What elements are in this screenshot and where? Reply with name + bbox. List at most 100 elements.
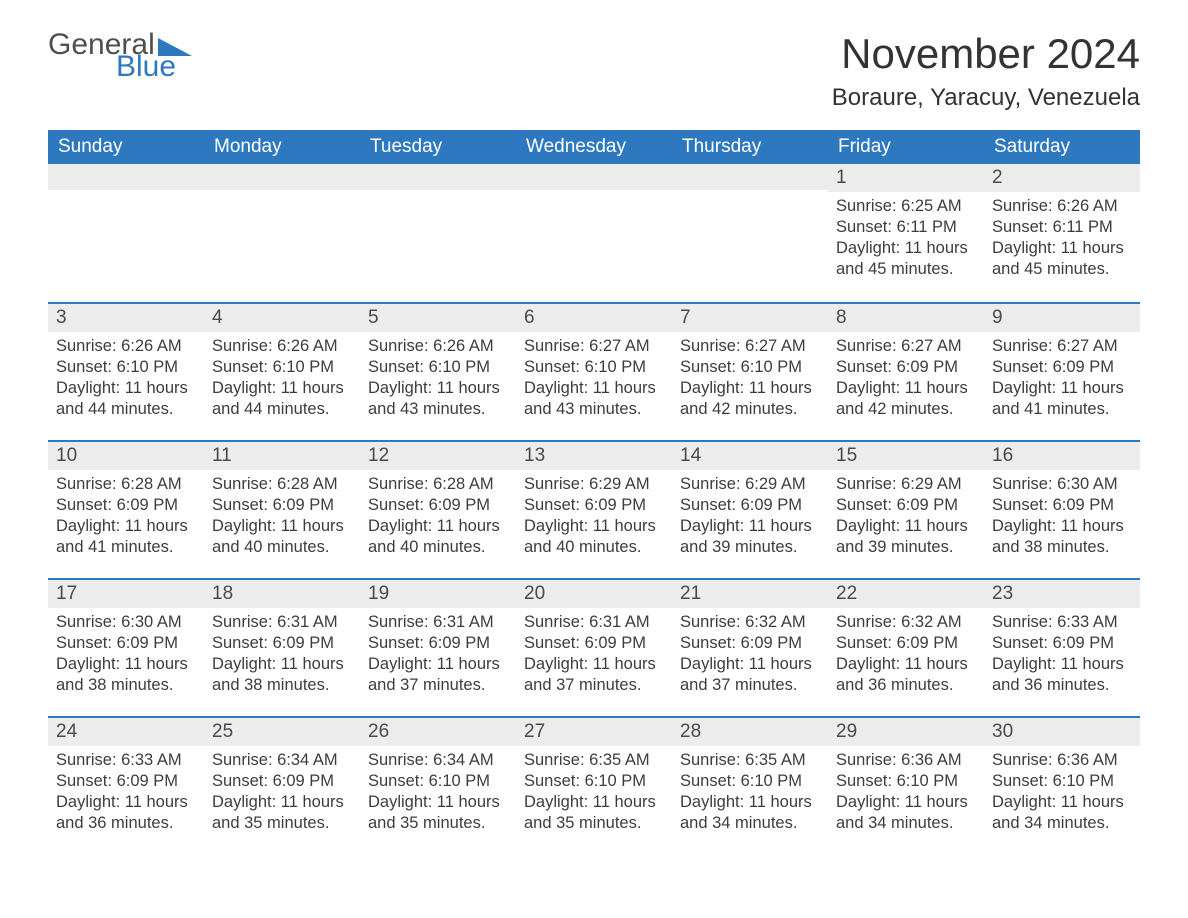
sunrise-line-label: Sunrise: [836, 475, 897, 493]
empty-day-band [516, 164, 672, 190]
sunset-line: Sunset: 6:10 PM [992, 771, 1132, 792]
sunset-line-value: 6:10 PM [741, 772, 802, 790]
calendar-day-cell: 24Sunrise: 6:33 AMSunset: 6:09 PMDayligh… [48, 716, 204, 854]
sunset-line: Sunset: 6:10 PM [56, 357, 196, 378]
daylight-line-label: Daylight: [680, 655, 744, 673]
page-header: General Blue November 2024 Boraure, Yara… [48, 30, 1140, 112]
sunrise-line-value: 6:36 AM [901, 751, 962, 769]
day-body: Sunrise: 6:26 AMSunset: 6:11 PMDaylight:… [984, 192, 1140, 288]
day-body: Sunrise: 6:28 AMSunset: 6:09 PMDaylight:… [48, 470, 204, 566]
sunrise-line: Sunrise: 6:25 AM [836, 196, 976, 217]
weekday-header: Sunday [48, 130, 204, 164]
sunset-line: Sunset: 6:09 PM [992, 495, 1132, 516]
day-body: Sunrise: 6:32 AMSunset: 6:09 PMDaylight:… [672, 608, 828, 704]
sunrise-line: Sunrise: 6:29 AM [836, 474, 976, 495]
calendar-week-row: 3Sunrise: 6:26 AMSunset: 6:10 PMDaylight… [48, 302, 1140, 440]
empty-day-band [204, 164, 360, 190]
sunset-line-label: Sunset: [524, 358, 580, 376]
sunset-line-value: 6:10 PM [117, 358, 178, 376]
calendar-day-cell: 17Sunrise: 6:30 AMSunset: 6:09 PMDayligh… [48, 578, 204, 716]
sunrise-line: Sunrise: 6:35 AM [524, 750, 664, 771]
sunset-line-value: 6:10 PM [1053, 772, 1114, 790]
sunrise-line-label: Sunrise: [212, 475, 273, 493]
day-number: 29 [828, 716, 984, 746]
empty-day-band [48, 164, 204, 190]
sunrise-line: Sunrise: 6:34 AM [212, 750, 352, 771]
sunrise-line-value: 6:33 AM [121, 751, 182, 769]
sunrise-line-label: Sunrise: [836, 337, 897, 355]
calendar-day-cell: 5Sunrise: 6:26 AMSunset: 6:10 PMDaylight… [360, 302, 516, 440]
sunrise-line-value: 6:29 AM [745, 475, 806, 493]
weekday-header: Thursday [672, 130, 828, 164]
day-body: Sunrise: 6:27 AMSunset: 6:10 PMDaylight:… [516, 332, 672, 428]
daylight-line-label: Daylight: [368, 379, 432, 397]
day-body: Sunrise: 6:34 AMSunset: 6:09 PMDaylight:… [204, 746, 360, 842]
sunset-line-label: Sunset: [56, 772, 112, 790]
sunrise-line: Sunrise: 6:26 AM [368, 336, 508, 357]
daylight-line: Daylight: 11 hours and 37 minutes. [368, 654, 508, 696]
day-body: Sunrise: 6:29 AMSunset: 6:09 PMDaylight:… [672, 470, 828, 566]
sunset-line-value: 6:10 PM [429, 358, 490, 376]
sunrise-line-label: Sunrise: [680, 475, 741, 493]
sunrise-line-value: 6:34 AM [277, 751, 338, 769]
day-body: Sunrise: 6:29 AMSunset: 6:09 PMDaylight:… [828, 470, 984, 566]
day-number: 6 [516, 302, 672, 332]
sunset-line-value: 6:09 PM [741, 634, 802, 652]
weekday-header-row: SundayMondayTuesdayWednesdayThursdayFrid… [48, 130, 1140, 164]
sunset-line-value: 6:10 PM [897, 772, 958, 790]
daylight-line-label: Daylight: [992, 379, 1056, 397]
page-title: November 2024 [832, 30, 1140, 78]
sunset-line-value: 6:09 PM [117, 634, 178, 652]
sunrise-line: Sunrise: 6:34 AM [368, 750, 508, 771]
sunrise-line-value: 6:27 AM [745, 337, 806, 355]
sunrise-line: Sunrise: 6:28 AM [368, 474, 508, 495]
sunset-line-label: Sunset: [680, 634, 736, 652]
day-number: 21 [672, 578, 828, 608]
sunset-line: Sunset: 6:09 PM [680, 495, 820, 516]
weekday-header: Monday [204, 130, 360, 164]
sunrise-line-label: Sunrise: [680, 337, 741, 355]
calendar-day-cell: 2Sunrise: 6:26 AMSunset: 6:11 PMDaylight… [984, 164, 1140, 302]
day-number: 20 [516, 578, 672, 608]
sunset-line-value: 6:10 PM [273, 358, 334, 376]
daylight-line: Daylight: 11 hours and 43 minutes. [368, 378, 508, 420]
daylight-line-label: Daylight: [212, 655, 276, 673]
daylight-line: Daylight: 11 hours and 34 minutes. [836, 792, 976, 834]
calendar-week-row: 24Sunrise: 6:33 AMSunset: 6:09 PMDayligh… [48, 716, 1140, 854]
sunrise-line: Sunrise: 6:31 AM [368, 612, 508, 633]
daylight-line: Daylight: 11 hours and 38 minutes. [56, 654, 196, 696]
sunrise-line-label: Sunrise: [680, 613, 741, 631]
weekday-header: Tuesday [360, 130, 516, 164]
day-number: 18 [204, 578, 360, 608]
sunset-line: Sunset: 6:09 PM [56, 633, 196, 654]
sunrise-line: Sunrise: 6:27 AM [992, 336, 1132, 357]
day-number: 2 [984, 164, 1140, 192]
sunset-line: Sunset: 6:09 PM [992, 633, 1132, 654]
daylight-line-label: Daylight: [368, 655, 432, 673]
sunrise-line-value: 6:31 AM [433, 613, 494, 631]
day-body: Sunrise: 6:30 AMSunset: 6:09 PMDaylight:… [48, 608, 204, 704]
sunset-line: Sunset: 6:09 PM [212, 771, 352, 792]
sunset-line: Sunset: 6:11 PM [992, 217, 1132, 238]
sunset-line: Sunset: 6:10 PM [680, 357, 820, 378]
sunset-line-value: 6:10 PM [585, 772, 646, 790]
calendar-empty-cell [672, 164, 828, 302]
calendar-week-row: 10Sunrise: 6:28 AMSunset: 6:09 PMDayligh… [48, 440, 1140, 578]
sunset-line: Sunset: 6:09 PM [836, 357, 976, 378]
daylight-line-label: Daylight: [524, 793, 588, 811]
sunrise-line-value: 6:28 AM [433, 475, 494, 493]
daylight-line-label: Daylight: [212, 379, 276, 397]
calendar-day-cell: 8Sunrise: 6:27 AMSunset: 6:09 PMDaylight… [828, 302, 984, 440]
sunrise-line: Sunrise: 6:27 AM [680, 336, 820, 357]
sunset-line: Sunset: 6:09 PM [368, 633, 508, 654]
calendar-day-cell: 4Sunrise: 6:26 AMSunset: 6:10 PMDaylight… [204, 302, 360, 440]
weekday-header: Saturday [984, 130, 1140, 164]
daylight-line: Daylight: 11 hours and 34 minutes. [680, 792, 820, 834]
sunrise-line: Sunrise: 6:36 AM [836, 750, 976, 771]
sunrise-line-label: Sunrise: [680, 751, 741, 769]
sunrise-line-label: Sunrise: [368, 337, 429, 355]
sunrise-line-label: Sunrise: [992, 475, 1053, 493]
sunrise-line-value: 6:26 AM [121, 337, 182, 355]
sunset-line: Sunset: 6:09 PM [836, 633, 976, 654]
sunrise-line-label: Sunrise: [56, 751, 117, 769]
